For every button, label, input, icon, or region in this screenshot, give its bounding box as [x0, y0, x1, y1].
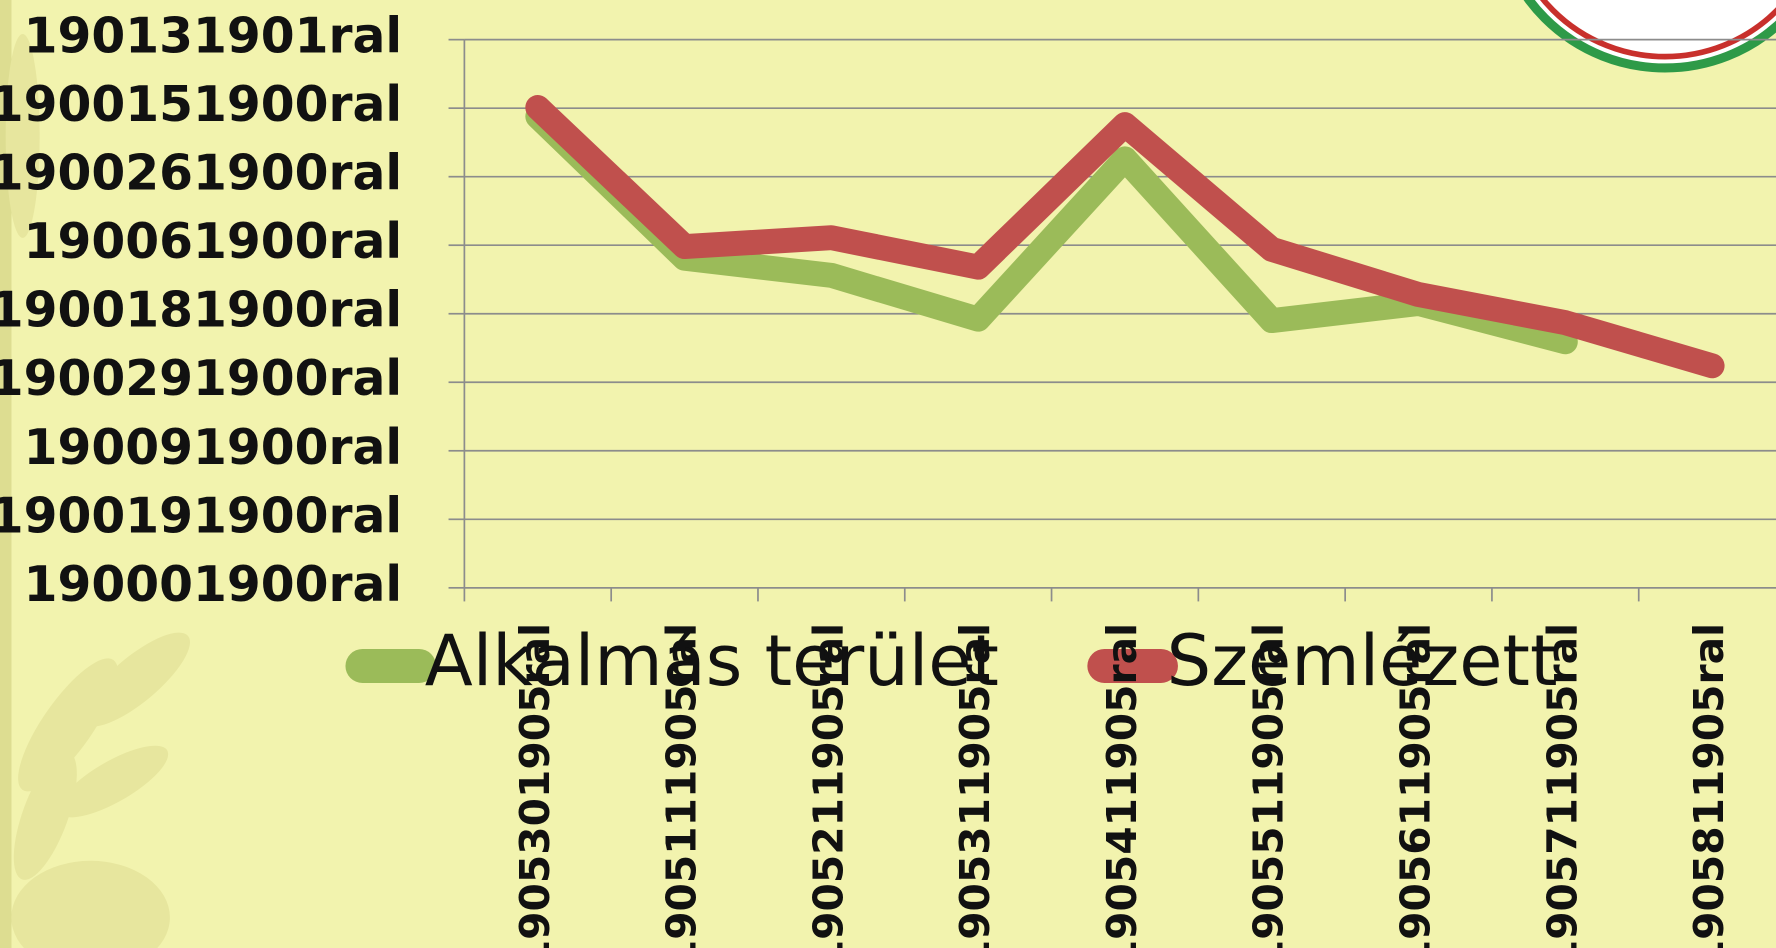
- y-tick-label: 1900291900ral: [0, 351, 402, 407]
- y-tick-label: 190061900ral: [24, 214, 402, 270]
- x-tick-label: 1905711905ral: [1538, 623, 1586, 948]
- series-line: [525, 95, 1725, 379]
- x-tick-label: 1905111905ral: [658, 623, 706, 948]
- legend-label: Alkalmás terület: [425, 620, 999, 702]
- plot-area: 190001900ral 1900191900ral 190091900ral 190…: [0, 9, 1776, 948]
- x-tick-label: 1905411905ral: [1098, 623, 1146, 948]
- x-tick-label: 1905211905ral: [804, 623, 852, 948]
- y-tick-label: 190131901ral: [24, 9, 402, 65]
- emblem: [1523, 0, 1776, 73]
- x-tick-label: 1905301905ral: [511, 623, 559, 948]
- background-decoration: [0, 0, 190, 948]
- x-tick-label: 1905811905ral: [1685, 623, 1733, 948]
- x-tick-label: 1905511905ral: [1245, 623, 1293, 948]
- y-tick-label: 190001900ral: [24, 557, 402, 613]
- x-tick-label: 1905311905ral: [951, 623, 999, 948]
- x-tick-label: 1905611905ral: [1392, 623, 1440, 948]
- y-tick-label: 1900191900ral: [0, 488, 402, 544]
- y-tick-label: 1900261900ral: [0, 146, 402, 202]
- y-tick-label: 1900181900ral: [0, 283, 402, 339]
- y-tick-label: 190091900ral: [24, 420, 402, 476]
- series-line: [525, 103, 1578, 355]
- y-tick-label: 1900151900ral: [0, 77, 402, 133]
- legend-label: Szemlézett: [1167, 620, 1558, 702]
